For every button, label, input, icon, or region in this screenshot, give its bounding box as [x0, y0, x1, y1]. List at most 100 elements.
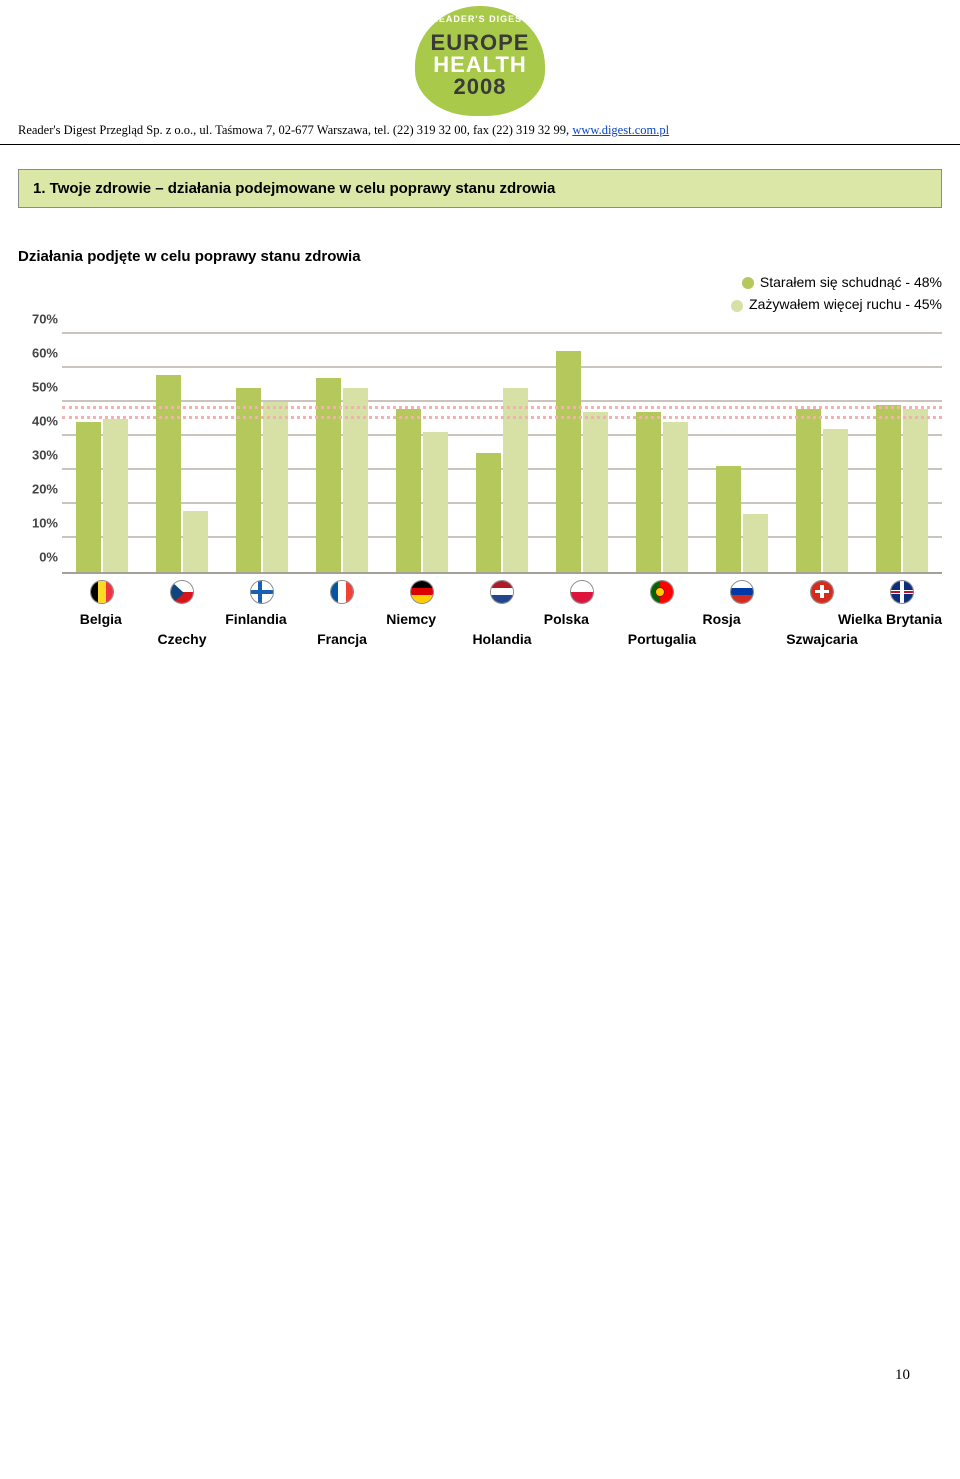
- publisher-text: Reader's Digest Przegląd Sp. z o.o., ul.…: [18, 123, 572, 137]
- country-label: [222, 631, 302, 647]
- country-label: Szwajcaria: [782, 631, 862, 647]
- y-axis-tick-label: 50%: [18, 379, 58, 394]
- bar: [876, 405, 901, 572]
- y-axis-tick-label: 10%: [18, 515, 58, 530]
- bar: [476, 453, 501, 572]
- flag-icon: [330, 580, 354, 604]
- flag-cell: [142, 580, 222, 607]
- publisher-link[interactable]: www.digest.com.pl: [572, 123, 669, 137]
- flag-icon: [650, 580, 674, 604]
- reference-line: [62, 416, 942, 419]
- chart-legend: Starałem się schudnąć - 48% Zażywałem wi…: [0, 271, 942, 316]
- bar: [743, 514, 768, 572]
- country-bar-group: [862, 334, 942, 572]
- country-label: [542, 631, 622, 647]
- bar: [583, 412, 608, 572]
- flag-icon: [810, 580, 834, 604]
- country-label: Niemcy: [372, 611, 450, 627]
- flags-row: [62, 574, 942, 607]
- legend-dot-2: [731, 300, 743, 312]
- bar: [76, 422, 101, 572]
- country-labels-row-2: Czechy Francja Holandia Portugalia Szwajcari…: [62, 631, 942, 647]
- country-label: [760, 611, 838, 627]
- country-bar-group: [702, 334, 782, 572]
- section-title-box: 1. Twoje zdrowie – działania podejmowane…: [18, 169, 942, 208]
- bar: [556, 351, 581, 572]
- legend-item-1: Starałem się schudnąć - 48%: [0, 271, 942, 293]
- bar: [156, 375, 181, 572]
- bar: [663, 422, 688, 572]
- chart-container: 0%10%20%30%40%50%60%70%: [18, 334, 942, 607]
- flag-icon: [170, 580, 194, 604]
- logo-badge: READER'S DIGEST EUROPE HEALTH 2008: [415, 6, 545, 116]
- country-label: Belgia: [62, 611, 140, 627]
- flag-cell: [382, 580, 462, 607]
- country-label: [450, 611, 528, 627]
- bar: [183, 511, 208, 572]
- publisher-info-line: Reader's Digest Przegląd Sp. z o.o., ul.…: [0, 119, 960, 145]
- country-label: [62, 631, 142, 647]
- country-label: Holandia: [462, 631, 542, 647]
- page-number: 10: [0, 1367, 960, 1414]
- flag-icon: [890, 580, 914, 604]
- bar: [903, 409, 928, 572]
- country-bar-group: [542, 334, 622, 572]
- country-bar-group: [462, 334, 542, 572]
- country-bar-group: [142, 334, 222, 572]
- flag-cell: [622, 580, 702, 607]
- page-header: READER'S DIGEST EUROPE HEALTH 2008: [0, 0, 960, 119]
- country-bar-group: [222, 334, 302, 572]
- country-label: Francja: [302, 631, 382, 647]
- country-label: Wielka Brytania: [838, 611, 942, 627]
- bar: [796, 409, 821, 572]
- y-axis-tick-label: 60%: [18, 345, 58, 360]
- country-bar-group: [782, 334, 862, 572]
- bar: [636, 412, 661, 572]
- bar-chart-plot: 0%10%20%30%40%50%60%70%: [62, 334, 942, 574]
- flag-icon: [730, 580, 754, 604]
- country-label: Polska: [528, 611, 606, 627]
- bar: [823, 429, 848, 572]
- flag-cell: [862, 580, 942, 607]
- country-label: [862, 631, 942, 647]
- country-bar-group: [302, 334, 382, 572]
- y-axis-tick-label: 30%: [18, 447, 58, 462]
- bar: [716, 466, 741, 571]
- flag-cell: [222, 580, 302, 607]
- country-label: Portugalia: [622, 631, 702, 647]
- flag-icon: [90, 580, 114, 604]
- flag-cell: [702, 580, 782, 607]
- country-label: Czechy: [142, 631, 222, 647]
- chart-subtitle: Działania podjęte w celu poprawy stanu z…: [18, 248, 942, 265]
- flag-cell: [542, 580, 622, 607]
- country-label: Rosja: [683, 611, 761, 627]
- bar: [396, 409, 421, 572]
- y-axis-tick-label: 0%: [18, 549, 58, 564]
- country-bar-group: [62, 334, 142, 572]
- bar: [263, 402, 288, 572]
- legend-item-2: Zażywałem więcej ruchu - 45%: [0, 293, 942, 315]
- country-label: [382, 631, 462, 647]
- legend-label-1: Starałem się schudnąć - 48%: [760, 274, 942, 290]
- legend-dot-1: [742, 277, 754, 289]
- flag-icon: [250, 580, 274, 604]
- flag-cell: [462, 580, 542, 607]
- bar: [423, 432, 448, 571]
- logo-year-text: 2008: [415, 74, 545, 100]
- country-bar-group: [382, 334, 462, 572]
- country-label: [605, 611, 683, 627]
- legend-label-2: Zażywałem więcej ruchu - 45%: [749, 296, 942, 312]
- flag-icon: [410, 580, 434, 604]
- bar: [103, 419, 128, 572]
- country-label: [140, 611, 218, 627]
- flag-cell: [782, 580, 862, 607]
- reference-line: [62, 406, 942, 409]
- y-axis-tick-label: 70%: [18, 311, 58, 326]
- country-label: [295, 611, 373, 627]
- country-labels-row-1: Belgia Finlandia Niemcy Polska Rosja Wielka B…: [62, 611, 942, 627]
- flag-cell: [302, 580, 382, 607]
- y-axis-tick-label: 20%: [18, 481, 58, 496]
- country-label: Finlandia: [217, 611, 295, 627]
- logo-rd-text: READER'S DIGEST: [415, 14, 545, 24]
- flag-cell: [62, 580, 142, 607]
